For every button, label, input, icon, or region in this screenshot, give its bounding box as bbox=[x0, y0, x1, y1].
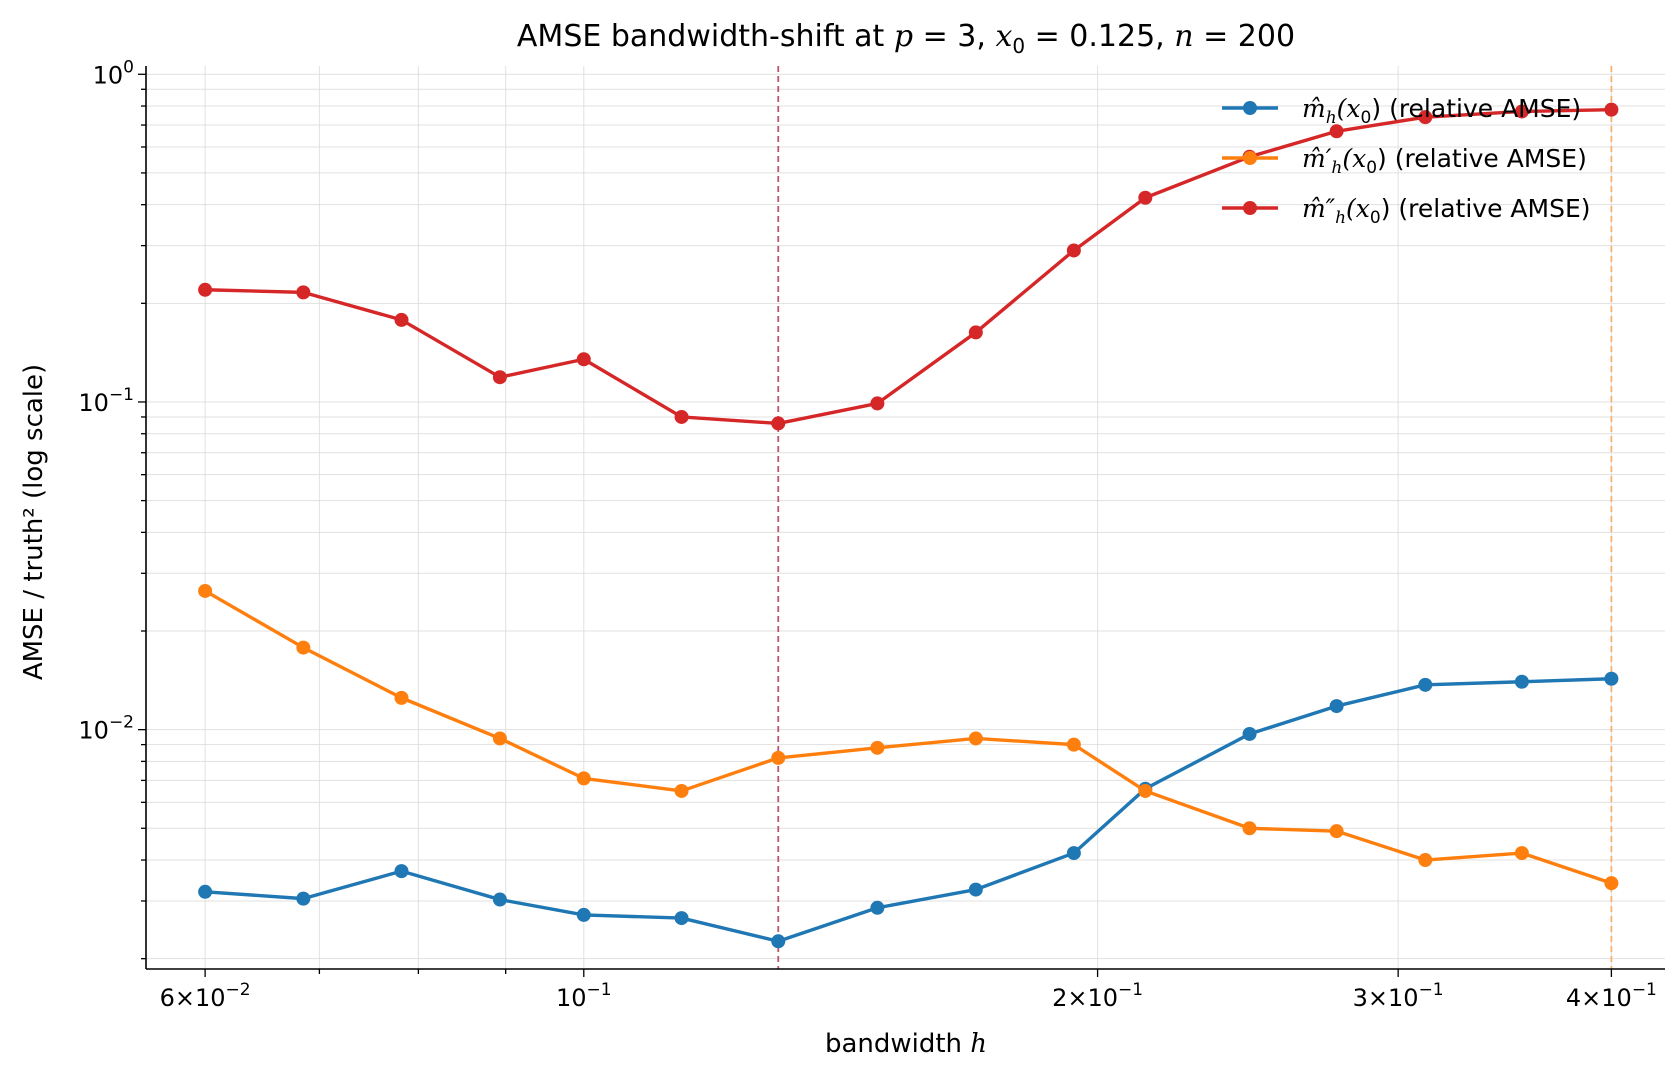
x-tick-label: 10−1 bbox=[556, 980, 612, 1012]
data-point bbox=[492, 370, 507, 385]
data-point bbox=[296, 285, 311, 300]
data-point bbox=[1329, 124, 1344, 139]
chart-title: AMSE bandwidth-shift at p = 3, x0 = 0.12… bbox=[517, 19, 1295, 58]
y-tick-label: 10−2 bbox=[78, 713, 134, 745]
data-point bbox=[576, 771, 591, 786]
data-point bbox=[394, 312, 409, 327]
data-point bbox=[1514, 104, 1529, 119]
data-point bbox=[870, 900, 885, 915]
x-axis-label: bandwidth h bbox=[825, 1029, 987, 1059]
legend-marker bbox=[1243, 201, 1257, 215]
data-point bbox=[296, 891, 311, 906]
data-point bbox=[1514, 674, 1529, 689]
data-point bbox=[198, 583, 213, 598]
data-point bbox=[1604, 102, 1619, 117]
data-point bbox=[1242, 821, 1257, 836]
data-point bbox=[1066, 243, 1081, 258]
data-point bbox=[771, 750, 786, 765]
data-point bbox=[771, 934, 786, 949]
data-point bbox=[870, 396, 885, 411]
data-point bbox=[968, 325, 983, 340]
data-series bbox=[198, 102, 1619, 949]
legend-marker bbox=[1243, 101, 1257, 115]
legend-label: m̂h(x0) (relative AMSE) bbox=[1302, 94, 1581, 128]
data-point bbox=[1242, 726, 1257, 741]
legend-label: m̂′h(x0) (relative AMSE) bbox=[1302, 144, 1587, 178]
data-point bbox=[771, 416, 786, 431]
data-point bbox=[1604, 671, 1619, 686]
series-line-1 bbox=[204, 589, 1612, 885]
data-point bbox=[576, 907, 591, 922]
data-point bbox=[968, 882, 983, 897]
data-point bbox=[492, 892, 507, 907]
tick-labels: 6×10−2 10−1 2×10−1 3×10−1 4×10−1 100 10−1 10−2 bbox=[78, 57, 1656, 1012]
data-point bbox=[492, 731, 507, 746]
data-point bbox=[1138, 783, 1153, 798]
data-point bbox=[1604, 876, 1619, 891]
x-tick-label: 6×10−2 bbox=[160, 980, 251, 1012]
series-line-0 bbox=[205, 677, 1612, 943]
data-point bbox=[296, 640, 311, 655]
x-tick-label: 4×10−1 bbox=[1566, 980, 1657, 1012]
data-point bbox=[1418, 677, 1433, 692]
legend: m̂h(x0) (relative AMSE) m̂′h(x0) (relativ… bbox=[1222, 94, 1591, 228]
data-point bbox=[198, 884, 213, 899]
x-tick-label: 2×10−1 bbox=[1052, 980, 1143, 1012]
data-point bbox=[394, 690, 409, 705]
data-point bbox=[1418, 853, 1433, 868]
series-line-2 bbox=[205, 107, 1612, 426]
grid-lines bbox=[146, 66, 1665, 969]
data-point bbox=[870, 740, 885, 755]
data-point bbox=[968, 731, 983, 746]
y-tick-label: 100 bbox=[93, 57, 134, 89]
data-point bbox=[1329, 699, 1344, 714]
data-point bbox=[394, 864, 409, 879]
axes bbox=[138, 66, 1665, 977]
data-point bbox=[1138, 190, 1153, 205]
data-point bbox=[674, 409, 689, 424]
y-tick-label: 10−1 bbox=[78, 385, 134, 417]
data-point bbox=[1066, 737, 1081, 752]
data-point bbox=[198, 282, 213, 297]
y-axis-label: AMSE / truth² (log scale) bbox=[19, 364, 49, 680]
reference-lines bbox=[777, 66, 1613, 969]
data-point bbox=[1418, 110, 1433, 125]
data-point bbox=[674, 911, 689, 926]
data-point bbox=[674, 783, 689, 798]
legend-marker bbox=[1243, 151, 1257, 165]
data-point bbox=[576, 352, 591, 367]
data-point bbox=[1066, 846, 1081, 861]
x-tick-label: 3×10−1 bbox=[1353, 980, 1444, 1012]
legend-label: m̂″h(x0) (relative AMSE) bbox=[1302, 194, 1591, 228]
data-point bbox=[1329, 824, 1344, 839]
data-point bbox=[1514, 846, 1529, 861]
